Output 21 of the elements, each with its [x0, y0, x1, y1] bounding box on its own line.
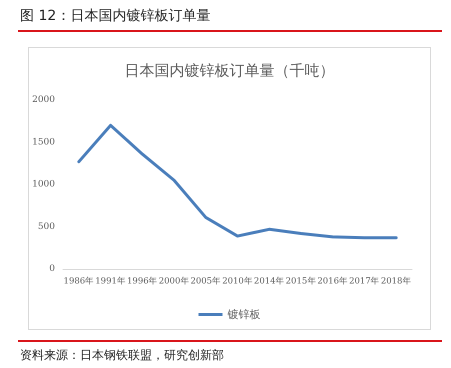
x-tick-label: 2000年 — [158, 276, 190, 286]
x-tick-label: 2018年 — [380, 276, 412, 286]
x-tick-label: 2005年 — [190, 276, 222, 286]
x-tick-label: 1996年 — [127, 276, 158, 286]
chart-title: 日本国内镀锌板订单量（千吨） — [124, 62, 334, 80]
y-tick-label: 500 — [38, 222, 56, 232]
x-tick-label: 1986年 — [64, 276, 94, 286]
line-series — [77, 124, 398, 240]
x-tick-label: 2017年 — [349, 276, 380, 286]
x-tick-label: 2016年 — [317, 276, 348, 286]
x-tick-label: 2010年 — [222, 276, 253, 286]
x-tick-label: 1991年 — [95, 276, 126, 286]
y-tick-label: 1500 — [32, 137, 56, 148]
caption: 图 12：日本国内镀锌板订单量 — [20, 7, 210, 25]
legend-label: 镀锌板 — [226, 308, 260, 321]
text: 资料来源：日本钢铁联盟，研究创新部 — [20, 347, 224, 364]
y-tick-label: 0 — [49, 264, 56, 274]
x-tick-label: 2015年 — [286, 276, 316, 286]
y-tick-label: 2000 — [32, 95, 56, 105]
y-tick-label: 1000 — [32, 180, 56, 190]
x-tick-label: 2014年 — [254, 276, 285, 286]
